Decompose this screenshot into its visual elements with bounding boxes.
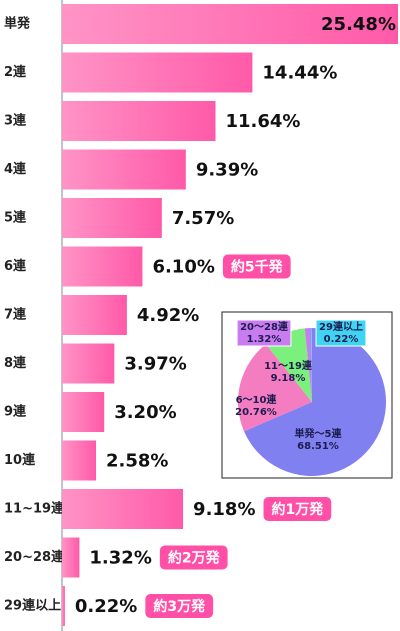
value-label: 6.10% — [152, 257, 214, 278]
category-label: 5連 — [4, 210, 27, 226]
callout-box — [159, 545, 228, 570]
pie-label-bg — [315, 319, 367, 347]
value-label: 1.32% — [89, 548, 151, 569]
value-label: 7.57% — [172, 208, 234, 229]
category-label: 3連 — [4, 113, 27, 129]
pie-label-bg — [236, 319, 292, 347]
category-label: 7連 — [4, 307, 27, 323]
pie-slice — [265, 328, 312, 402]
pie-category: 20〜28連 — [240, 320, 289, 333]
bar-shine — [62, 101, 216, 141]
category-label: 2連 — [4, 64, 27, 80]
pie-category: 6〜10連 — [236, 393, 278, 406]
bar-shine — [62, 4, 398, 44]
pie-category: 29連以上 — [319, 320, 363, 333]
bar-shine — [62, 149, 186, 190]
pie-slice — [244, 328, 387, 477]
pie-category: 11〜19連 — [264, 359, 313, 372]
category-label: 6連 — [4, 258, 27, 274]
category-label: 11~19連 — [4, 501, 65, 517]
callout-label: 約1万発 — [272, 501, 325, 518]
value-label: 0.22% — [75, 596, 137, 617]
pie-value: 68.51% — [297, 441, 339, 452]
callout-box — [263, 497, 332, 521]
bar-shine — [62, 440, 97, 481]
value-label: 25.48% — [321, 14, 396, 35]
callout: 約1万発 — [263, 497, 332, 521]
value-label: 9.39% — [196, 160, 258, 181]
bar-shine — [62, 586, 65, 626]
bar-shine — [62, 295, 127, 335]
category-label: 29連以上 — [4, 598, 61, 614]
callout-label: 約2万発 — [168, 550, 221, 567]
pie-value: 9.18% — [271, 373, 306, 384]
category-label: 9連 — [4, 404, 27, 420]
category-label: 8連 — [4, 355, 27, 371]
bar-shine — [62, 52, 253, 93]
callout: 約2万発 — [159, 545, 228, 570]
callout-box — [222, 254, 291, 279]
value-label: 3.97% — [124, 354, 186, 375]
category-label: 4連 — [4, 161, 27, 177]
bar-shine — [62, 537, 80, 578]
pie-slice — [310, 328, 312, 402]
bar-shine — [62, 246, 143, 287]
pie-value: 0.22% — [324, 334, 359, 345]
callout-box — [145, 594, 214, 618]
category-label: 単発 — [4, 16, 31, 32]
bar-shine — [62, 489, 184, 529]
callout: 約5千発 — [222, 254, 291, 279]
callout-label: 約3万発 — [153, 598, 206, 615]
value-label: 9.18% — [193, 499, 255, 520]
pie-slice — [304, 328, 312, 402]
value-label: 14.44% — [262, 63, 337, 84]
bar-shine — [62, 343, 115, 384]
pie-category: 単発〜5連 — [295, 427, 343, 440]
bar-shine — [62, 392, 105, 432]
pie-slice — [238, 344, 312, 432]
value-label: 3.20% — [114, 402, 176, 423]
pie-value: 1.32% — [247, 334, 282, 345]
callout-label: 約5千発 — [231, 259, 284, 276]
category-label: 10連 — [4, 452, 36, 468]
category-label: 20~28連 — [4, 549, 65, 565]
bar-shine — [62, 198, 162, 238]
callout: 約3万発 — [145, 594, 214, 618]
value-label: 2.58% — [106, 451, 168, 472]
value-label: 4.92% — [137, 305, 199, 326]
value-label: 11.64% — [225, 111, 300, 132]
pie-value: 20.76% — [235, 407, 277, 418]
